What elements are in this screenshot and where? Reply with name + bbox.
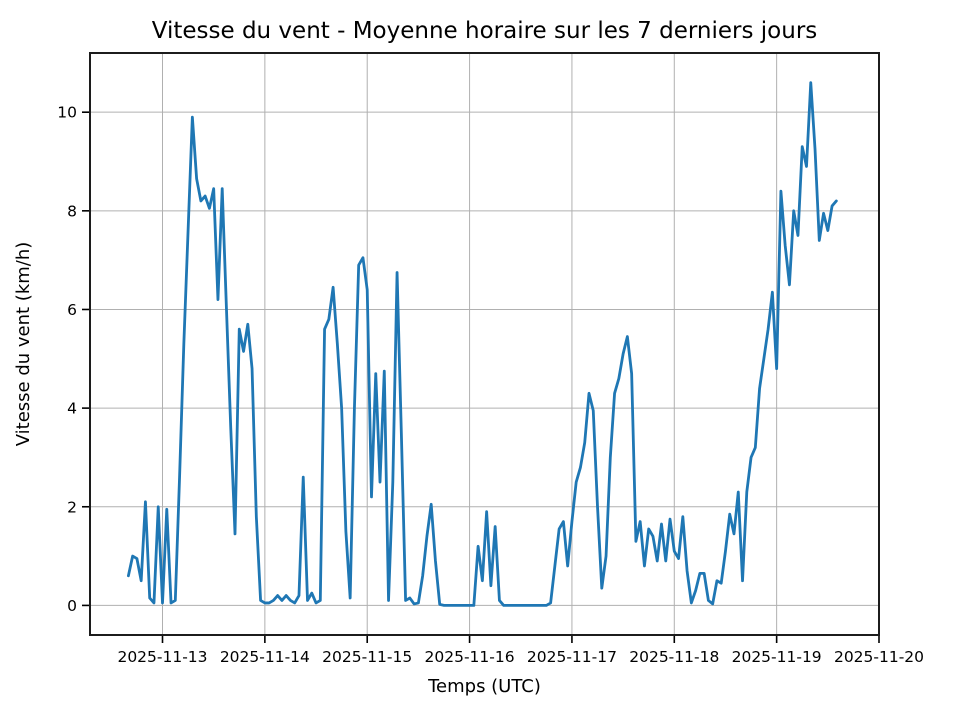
plot-frame xyxy=(89,52,880,636)
y-tick-label: 6 xyxy=(67,301,77,319)
x-tick-label: 2025-11-14 xyxy=(220,648,310,666)
y-tick-label: 0 xyxy=(67,597,77,615)
x-tick-label: 2025-11-20 xyxy=(834,648,924,666)
x-axis-label: Temps (UTC) xyxy=(427,676,541,697)
tick-layer: 2025-11-13 2025-11-14 2025-11-15 2025-11-16… xyxy=(57,104,924,666)
y-tick-label: 10 xyxy=(57,104,77,122)
x-tick-label: 2025-11-15 xyxy=(322,648,412,666)
label-layer: Vitesse du vent - Moyenne horaire sur le… xyxy=(13,18,817,697)
x-tick-label: 2025-11-19 xyxy=(732,648,822,666)
grid-layer xyxy=(90,53,880,635)
chart-title: Vitesse du vent - Moyenne horaire sur le… xyxy=(152,18,818,44)
x-tick-label: 2025-11-13 xyxy=(117,648,207,666)
y-tick-label: 2 xyxy=(67,498,77,516)
x-tick-label: 2025-11-18 xyxy=(629,648,719,666)
wind-speed-line xyxy=(126,81,838,607)
x-tick-label: 2025-11-17 xyxy=(527,648,617,666)
y-axis-label: Vitesse du vent (km/h) xyxy=(13,242,34,447)
series-layer xyxy=(126,81,838,607)
x-tick-label: 2025-11-16 xyxy=(425,648,515,666)
y-tick-label: 8 xyxy=(67,202,77,220)
y-tick-label: 4 xyxy=(67,400,77,418)
